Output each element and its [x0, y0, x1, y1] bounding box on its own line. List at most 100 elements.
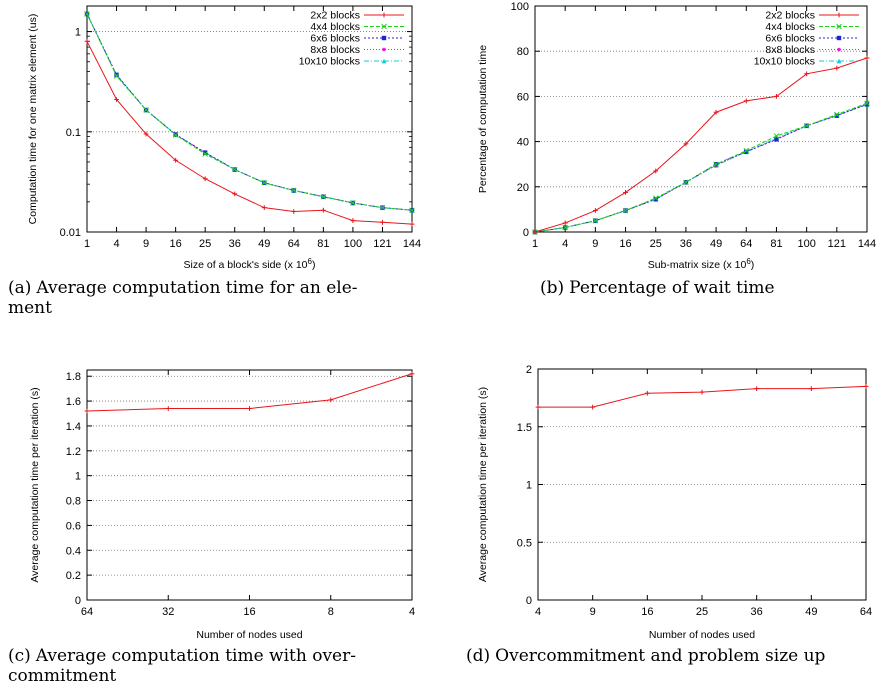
caption-a: (a) Average computation time for an ele- … [8, 278, 440, 318]
x-axis-label: Number of nodes used [196, 629, 302, 641]
legend-marker [381, 58, 387, 64]
x-tick-label: 25 [650, 238, 662, 250]
data-point [864, 100, 870, 106]
data-point [683, 179, 689, 186]
x-tick-label: 144 [858, 238, 876, 250]
x-tick-label: 25 [199, 238, 211, 250]
x-tick-label: 81 [317, 238, 329, 250]
y-axis-label: Computation time for one matrix element … [27, 14, 39, 225]
data-point [592, 217, 599, 224]
series-6x6-blocks [84, 11, 415, 213]
data-point [834, 65, 840, 71]
series-line [534, 102, 868, 233]
series-line [534, 103, 868, 233]
data-point [744, 149, 749, 154]
y-tick-label: 0.6 [66, 520, 81, 532]
legend-label: 4x4 blocks [765, 21, 815, 33]
data-point [409, 371, 415, 377]
x-tick-label: 64 [81, 606, 93, 618]
x-axis-a: 1 4 9 16 25 36 49 64 81 100 121 144 [84, 6, 421, 250]
data-point [562, 224, 568, 231]
data-point [114, 72, 119, 78]
data-point [754, 386, 760, 392]
chart-c-svg: 0 0.2 0.4 0.6 0.8 1 1.2 1.4 1.6 1.8 64 32 16 8 4 Number… [29, 369, 415, 641]
data-point [713, 109, 719, 115]
data-point [622, 207, 629, 214]
data-point [320, 207, 326, 213]
data-point [291, 209, 297, 214]
series-line [534, 103, 868, 233]
x-tick-label: 9 [592, 238, 598, 250]
data-point [261, 180, 268, 186]
data-point [863, 383, 869, 389]
caption-d: (d) Overcommitment and problem size up [466, 646, 880, 666]
data-point [143, 107, 149, 113]
plot-frame [86, 369, 413, 601]
legend-marker [381, 35, 387, 41]
data-point [380, 219, 385, 225]
chart-panel-c: 0 0.2 0.4 0.6 0.8 1 1.2 1.4 1.6 1.8 64 32 16 8 4 Number… [0, 360, 440, 645]
data-point [532, 229, 538, 235]
x-tick-label: 25 [696, 606, 708, 618]
series-10x10-blocks [84, 11, 415, 213]
data-point [202, 151, 208, 157]
data-point [84, 38, 90, 44]
legend-label: 8x8 blocks [310, 44, 360, 56]
caption-b: (b) Percentage of wait time [540, 278, 870, 298]
x-tick-label: 64 [860, 606, 872, 618]
x-axis-d: 4 9 16 25 36 49 64 [535, 369, 872, 618]
y-axis-d: 0 0.5 1 1.5 2 [517, 364, 866, 607]
caption-a-text2: ment [8, 298, 52, 318]
data-point [713, 161, 719, 167]
data-point [165, 406, 171, 411]
x-tick-label: 49 [258, 238, 270, 250]
series-line [535, 383, 869, 410]
series-line [86, 373, 413, 412]
legend-label: 6x6 blocks [310, 33, 360, 45]
data-point [409, 221, 415, 227]
x-axis-label-superscript: 6 [746, 257, 751, 266]
x-tick-label: 16 [243, 606, 255, 618]
data-point [409, 207, 415, 213]
data-point [320, 193, 327, 200]
x-tick-label: 144 [403, 238, 421, 250]
data-point [261, 205, 267, 211]
y-tick-label: 1.5 [517, 422, 532, 434]
x-axis-label: Size of a block's side (x 106) [184, 257, 316, 271]
data-point [562, 220, 568, 226]
data-point [834, 113, 840, 118]
legend-label: 4x4 blocks [310, 21, 360, 33]
series-line [86, 13, 413, 211]
legend-label: 10x10 blocks [754, 56, 815, 68]
y-tick-label: 0.8 [66, 496, 81, 508]
legend-marker [836, 58, 842, 64]
series-line [534, 103, 868, 233]
data-point [653, 197, 658, 202]
x-axis-label-superscript: 6 [308, 257, 313, 266]
x-tick-label: 121 [828, 238, 846, 250]
series-4x4-blocks [84, 11, 415, 213]
data-point [113, 73, 120, 79]
data-point [232, 191, 238, 197]
data-point [834, 111, 840, 118]
caption-b-text: Percentage of wait time [569, 278, 775, 298]
x-tick-label: 16 [170, 238, 182, 250]
legend-label: 6x6 blocks [765, 33, 815, 45]
data-point [683, 141, 689, 147]
x-tick-label: 49 [710, 238, 722, 250]
legend-label: 2x2 blocks [765, 10, 815, 22]
series-line [86, 13, 413, 211]
series-4x4-blocks [532, 100, 870, 235]
x-tick-label: 100 [797, 238, 815, 250]
y-axis-b: 0 20 40 60 80 100 [511, 1, 867, 239]
data-point [84, 11, 90, 17]
x-axis-b: 1 4 9 16 25 36 49 64 81 100 121 144 [532, 6, 876, 250]
caption-a-label: (a) [8, 278, 32, 298]
x-axis-label: Number of nodes used [649, 629, 755, 641]
series-8x8-blocks [85, 12, 414, 213]
x-tick-label: 49 [805, 606, 817, 618]
